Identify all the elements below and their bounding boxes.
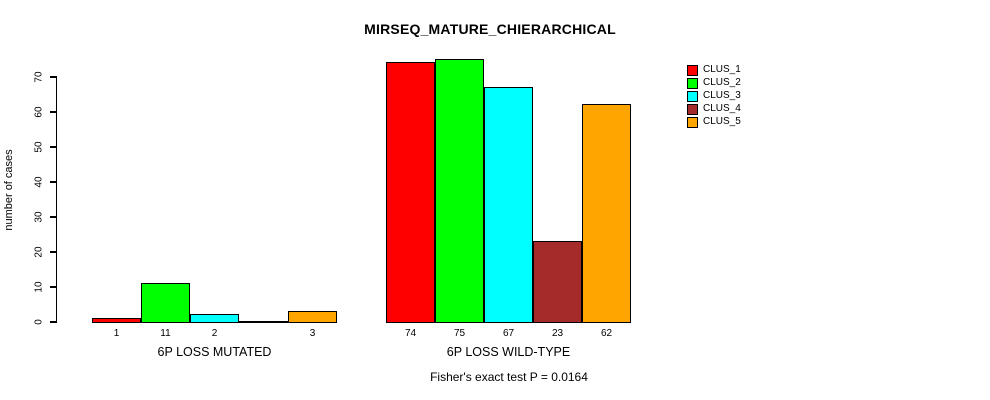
- bar-clus_3-group-0: [190, 314, 239, 323]
- bar-value-label: 62: [600, 328, 613, 339]
- y-tick: [50, 76, 57, 78]
- bar-clus_5-group-1: [582, 104, 631, 323]
- y-tick-label: 50: [33, 141, 45, 153]
- bar-value-label: 11: [160, 328, 171, 339]
- legend-swatch-clus_1: [687, 65, 698, 76]
- y-tick-label: 70: [33, 71, 45, 83]
- y-tick: [50, 146, 57, 148]
- y-tick: [50, 321, 57, 323]
- bar-clus_4-group-1: [533, 240, 582, 323]
- y-tick-label: 60: [33, 106, 45, 118]
- legend-label-clus_1: CLUS_1: [703, 64, 741, 75]
- fisher-test-footnote: Fisher's exact test P = 0.0164: [430, 370, 588, 384]
- legend-label-clus_2: CLUS_2: [703, 77, 741, 88]
- y-axis-label: number of cases: [3, 149, 15, 231]
- legend-swatch-clus_3: [687, 91, 698, 102]
- bar-value-label: 2: [211, 328, 218, 339]
- bar-clus_1-group-1: [386, 62, 435, 323]
- bar-value-label: 3: [309, 328, 316, 339]
- y-tick: [50, 286, 57, 288]
- bar-value-label: 74: [404, 328, 417, 339]
- bar-value-label: 1: [113, 328, 120, 339]
- y-tick-label: 20: [33, 246, 45, 258]
- bar-value-label: 67: [502, 328, 515, 339]
- legend-label-clus_4: CLUS_4: [703, 103, 741, 114]
- y-axis-line: [55, 76, 57, 323]
- y-tick-label: 40: [33, 176, 45, 188]
- group-label-mutated: 6P LOSS MUTATED: [157, 345, 272, 359]
- y-tick: [50, 181, 57, 183]
- bar-clus_2-group-1: [435, 58, 484, 323]
- bar-clus_1-group-0: [92, 317, 141, 323]
- chart-title: MIRSEQ_MATURE_CHIERARCHICAL: [364, 21, 616, 37]
- bar-clus_5-group-0: [288, 310, 337, 323]
- legend-label-clus_5: CLUS_5: [703, 116, 741, 127]
- legend-label-clus_3: CLUS_3: [703, 90, 741, 101]
- bar-clus_3-group-1: [484, 86, 533, 323]
- group-label-wild-type: 6P LOSS WILD-TYPE: [446, 345, 571, 359]
- legend-swatch-clus_5: [687, 117, 698, 128]
- bar-clus_2-group-0: [141, 282, 190, 323]
- y-tick: [50, 111, 57, 113]
- y-tick-label: 30: [33, 211, 45, 223]
- y-tick: [50, 251, 57, 253]
- bar-value-label: 23: [551, 328, 564, 339]
- legend-swatch-clus_4: [687, 104, 698, 115]
- legend-swatch-clus_2: [687, 78, 698, 89]
- y-tick-label: 0: [33, 319, 45, 325]
- y-tick: [50, 216, 57, 218]
- bar-value-label: 75: [453, 328, 466, 339]
- bar-clus_4-group-0: [239, 321, 288, 323]
- y-tick-label: 10: [33, 281, 45, 293]
